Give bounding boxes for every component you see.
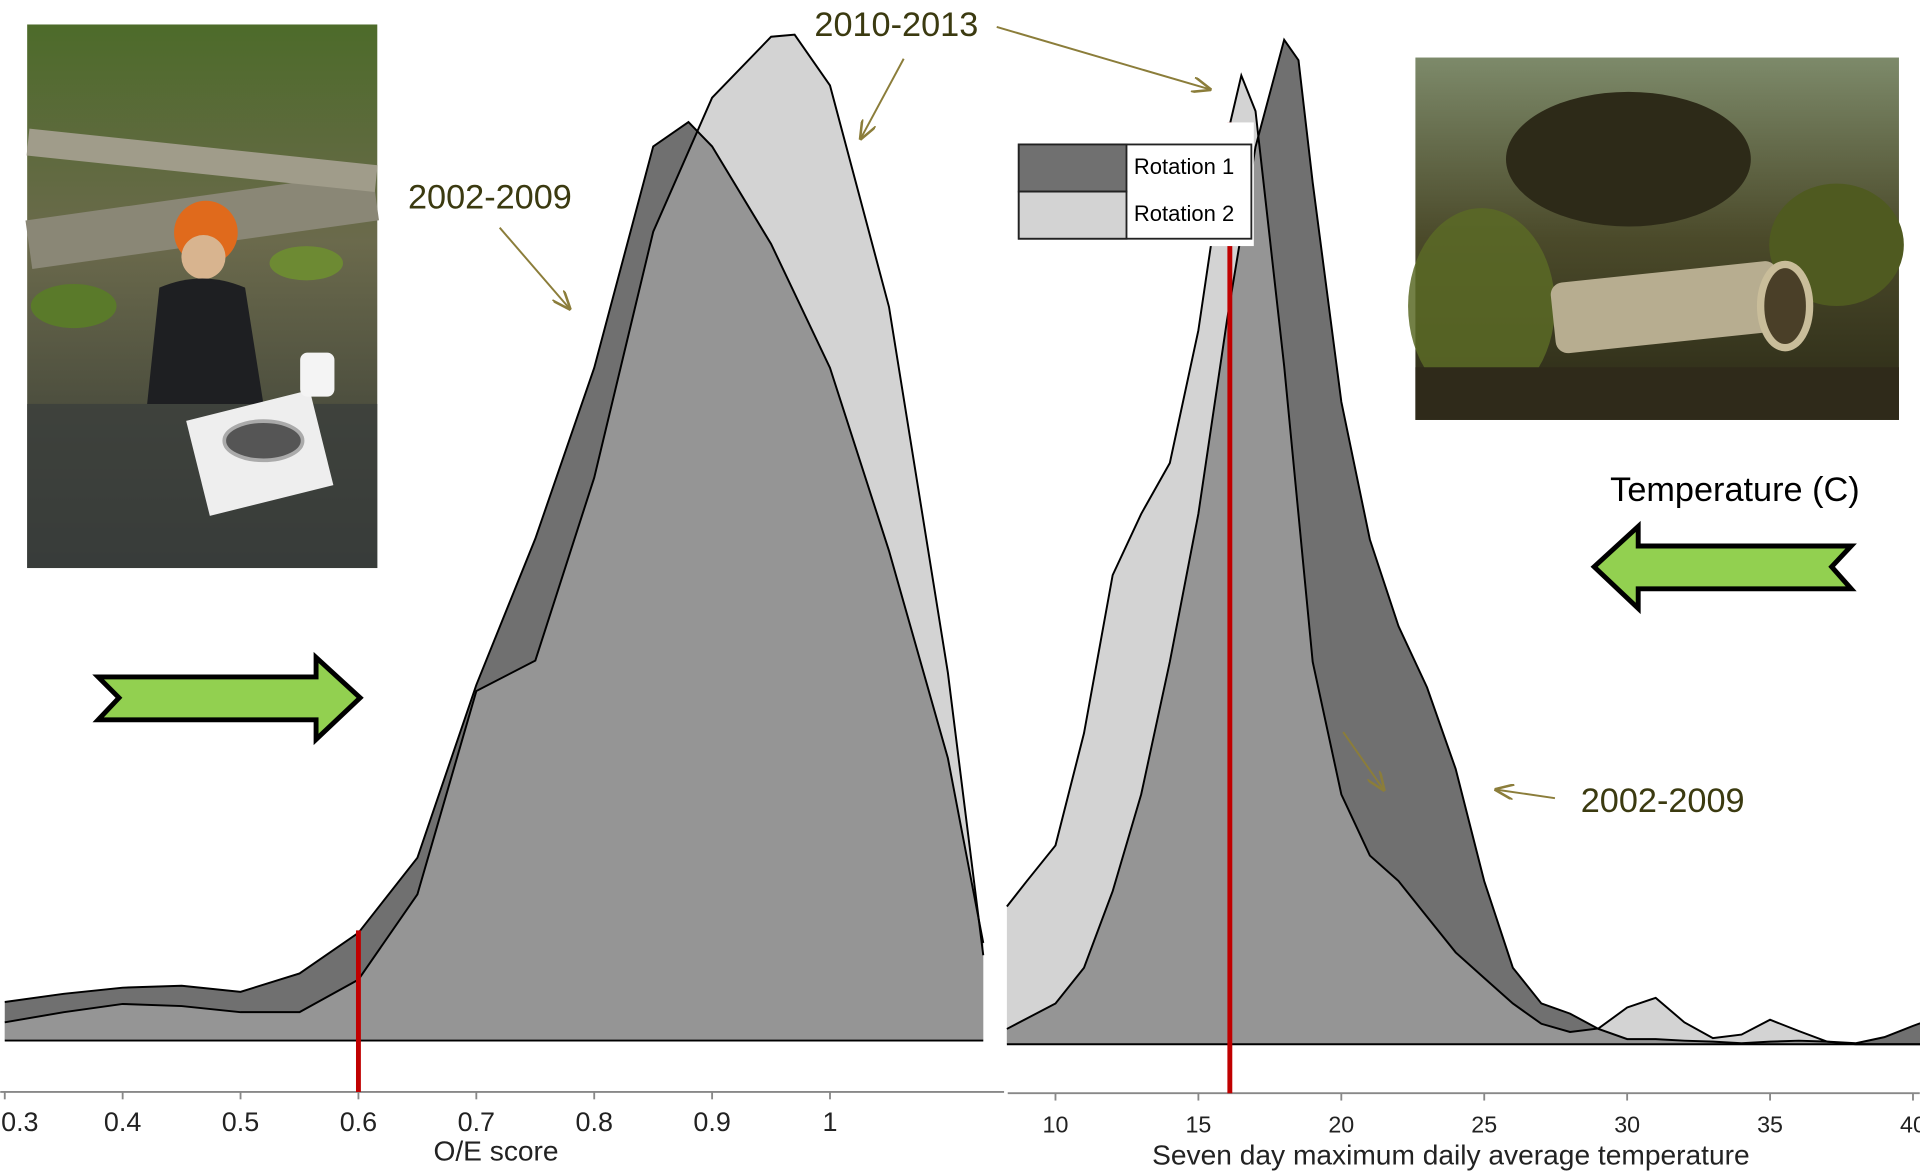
annotation: 2010-2013 xyxy=(814,6,978,44)
annotation: Temperature (C) xyxy=(1610,471,1859,509)
overlap-area xyxy=(4,122,984,1041)
x-tick-label: 0.6 xyxy=(340,1107,377,1137)
x-tick-label: 0.9 xyxy=(693,1107,730,1137)
density-line xyxy=(1006,72,1920,1046)
green-arrow-right xyxy=(92,651,364,746)
annotation-arrow xyxy=(1496,790,1556,799)
x-tick-label: 20 xyxy=(1328,1111,1354,1137)
density-line xyxy=(4,120,985,1003)
x-tick-label: 25 xyxy=(1471,1111,1497,1137)
overlap-area xyxy=(1006,75,1920,1045)
x-tick-label: 30 xyxy=(1614,1111,1640,1137)
annotation: 2002-2009 xyxy=(1581,782,1745,820)
annotation-arrow xyxy=(996,25,1210,89)
chart: 10 15 20 25 30 35 40 Seven day maximum daily av… xyxy=(1004,37,1920,1170)
x-tick-label: 0.8 xyxy=(576,1107,613,1137)
annotation-arrow xyxy=(861,58,905,139)
x-tick-label: 35 xyxy=(1757,1111,1783,1137)
x-tick-label: 10 xyxy=(1043,1111,1069,1137)
legend-label: Rotation 2 xyxy=(1134,201,1234,226)
x-axis-label: Seven day maximum daily average temperat… xyxy=(1152,1139,1749,1170)
density-line xyxy=(1006,37,1920,1045)
density-line xyxy=(4,33,985,1024)
legend-label: Rotation 1 xyxy=(1134,154,1234,179)
annotation: 2002-2009 xyxy=(408,179,572,217)
chart: 0.3 0.4 0.5 0.6 0.7 0.8 0.9 1 O/E score xyxy=(0,33,1005,1167)
x-tick-label: 0.5 xyxy=(222,1107,259,1137)
legend-swatch xyxy=(1017,190,1128,240)
x-tick-label: 40 xyxy=(1900,1111,1920,1137)
legend-swatch xyxy=(1017,143,1128,193)
annotation-arrow xyxy=(1342,731,1383,790)
green-arrow-left xyxy=(1590,520,1857,615)
x-tick-label: 15 xyxy=(1185,1111,1211,1137)
x-tick-label: 0.4 xyxy=(104,1107,141,1137)
x-tick-label: 0.3 xyxy=(1,1107,38,1137)
x-tick-label: 1 xyxy=(823,1107,838,1137)
x-tick-label: 0.7 xyxy=(458,1107,495,1137)
annotation-arrow xyxy=(498,227,570,309)
x-axis-label: O/E score xyxy=(433,1136,558,1167)
charts: 0.3 0.4 0.5 0.6 0.7 0.8 0.9 1 O/E score 10 15 20 25 3… xyxy=(0,33,1920,1170)
photo-temperature-logger xyxy=(1408,57,1904,420)
photo-stream-sampling xyxy=(25,24,379,569)
